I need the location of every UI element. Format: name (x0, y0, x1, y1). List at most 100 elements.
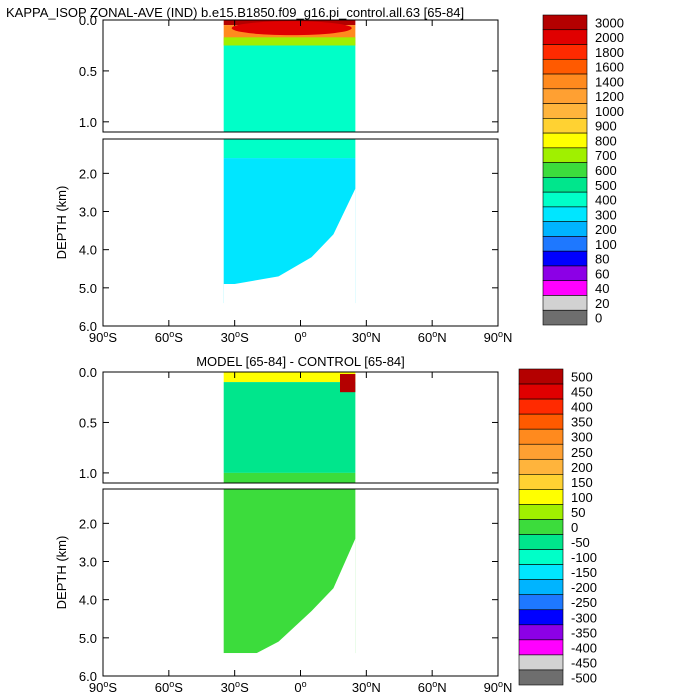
colorbar-swatch (542, 295, 588, 311)
x-tick-label: 30oN (352, 329, 381, 345)
colorbar-label: 200 (595, 222, 617, 237)
colorbar-label: 0 (571, 520, 578, 535)
colorbar-label: 500 (595, 178, 617, 193)
chart-panel-1: KAPPA_ISOP ZONAL-AVE (IND) b.e15.B1850.f… (6, 5, 624, 345)
x-tick-label: 60oS (155, 679, 183, 695)
region-thermocline-lower (223, 139, 356, 159)
colorbar-label: 1200 (595, 89, 624, 104)
x-tick-label: 60oN (418, 679, 447, 695)
y-axis-label: DEPTH (km) (54, 536, 69, 610)
colorbar-label: 700 (595, 148, 617, 163)
x-tick-label: 90oS (89, 679, 117, 695)
colorbar-swatch (518, 639, 564, 656)
colorbar-label: 400 (571, 400, 593, 415)
colorbar-label: 100 (571, 490, 593, 505)
bathymetry-mask (223, 538, 356, 676)
colorbar-swatch (518, 654, 564, 671)
y-tick-label: 6.0 (79, 669, 97, 684)
colorbar-label: -500 (571, 670, 597, 685)
colorbar-label: 200 (571, 460, 593, 475)
chart-panel-2: MODEL [65-84] - CONTROL [65-84] 0.0 0.5 1.0… (54, 354, 597, 695)
x-tick-label: 0o (294, 679, 306, 695)
y-tick-label: 3.0 (79, 555, 97, 570)
colorbar-label: 40 (595, 281, 609, 296)
colorbar-swatch (518, 504, 564, 520)
chart-title: MODEL [65-84] - CONTROL [65-84] (196, 354, 405, 369)
colorbar-swatch (542, 44, 588, 60)
colorbar-label: 0 (595, 311, 602, 326)
colorbar-swatch (518, 489, 564, 505)
colorbar-swatch (542, 29, 588, 45)
colorbar-swatch (518, 579, 564, 596)
field-upper (223, 20, 356, 132)
colorbar-label: 1800 (595, 45, 624, 60)
colorbar-label: 1400 (595, 74, 624, 89)
y-tick-label: 5.0 (79, 281, 97, 296)
colorbar-swatch (542, 177, 588, 193)
colorbar-swatch (542, 132, 588, 149)
colorbar-swatch (542, 88, 588, 104)
colorbar-swatch (518, 398, 564, 415)
colorbar-swatch (542, 250, 588, 267)
colorbar-label: 250 (571, 445, 593, 460)
bathymetry-mask (223, 188, 356, 326)
y-tick-label: 2.0 (79, 516, 97, 531)
colorbar-label: 20 (595, 296, 609, 311)
colorbar-swatch (518, 669, 564, 686)
colorbar-label: -200 (571, 580, 597, 595)
colorbar-label: 100 (595, 237, 617, 252)
colorbar-swatch (542, 73, 588, 90)
colorbar-swatch (518, 534, 564, 550)
x-tick-label: 60oS (155, 329, 183, 345)
colorbar-label: 150 (571, 475, 593, 490)
x-tick-label: 0o (294, 329, 306, 345)
x-tick-label: 30oN (352, 679, 381, 695)
x-tick-label: 30oS (221, 329, 249, 345)
x-tick-label: 90oN (484, 329, 513, 345)
y-tick-label: 0.0 (79, 365, 97, 380)
colorbar-swatch (518, 474, 564, 490)
colorbar-swatch (518, 368, 564, 385)
colorbar-label: 400 (595, 193, 617, 208)
colorbar-swatch (542, 162, 588, 178)
x-tick-label: 30oS (221, 679, 249, 695)
field-lower (223, 139, 356, 326)
x-tick-label: 90oN (484, 679, 513, 695)
colorbar-swatch (542, 280, 588, 296)
y-tick-label: 3.0 (79, 205, 97, 220)
colorbar-label: 300 (595, 207, 617, 222)
colorbar-label: -350 (571, 625, 597, 640)
chart-title: KAPPA_ISOP ZONAL-AVE (IND) b.e15.B1850.f… (6, 5, 464, 20)
colorbar-label: -300 (571, 610, 597, 625)
y-tick-label: 4.0 (79, 243, 97, 258)
colorbar-swatch (518, 428, 564, 445)
colorbar-swatch (542, 191, 588, 208)
colorbar-label: 600 (595, 163, 617, 178)
y-tick-label: 4.0 (79, 593, 97, 608)
colorbar-swatch (518, 458, 564, 475)
colorbar-swatch (518, 413, 564, 430)
colorbar-label: 450 (571, 385, 593, 400)
colorbar-swatch (542, 147, 588, 163)
y-tick-label: 1.0 (79, 466, 97, 481)
colorbar-swatch (518, 594, 564, 611)
y-axis-label: DEPTH (km) (54, 186, 69, 260)
field-lower (223, 489, 356, 676)
region-surface-core (231, 21, 352, 36)
colorbar-swatch (542, 221, 588, 237)
region-surface-anomaly-upper (223, 372, 356, 383)
colorbar-swatch (518, 519, 564, 535)
colorbar-swatch (542, 265, 588, 282)
y-tick-label: 5.0 (79, 631, 97, 646)
colorbar-label: 300 (571, 430, 593, 445)
colorbar-label: 80 (595, 252, 609, 267)
colorbar-label: 60 (595, 266, 609, 281)
region-thermocline-upper (223, 45, 356, 132)
colorbar-swatch (542, 58, 588, 75)
y-tick-label: 0.5 (79, 415, 97, 430)
colorbar-swatch (542, 118, 588, 134)
field-upper (223, 372, 356, 483)
region-north-surface-max (340, 374, 356, 393)
colorbar-label: 50 (571, 505, 585, 520)
